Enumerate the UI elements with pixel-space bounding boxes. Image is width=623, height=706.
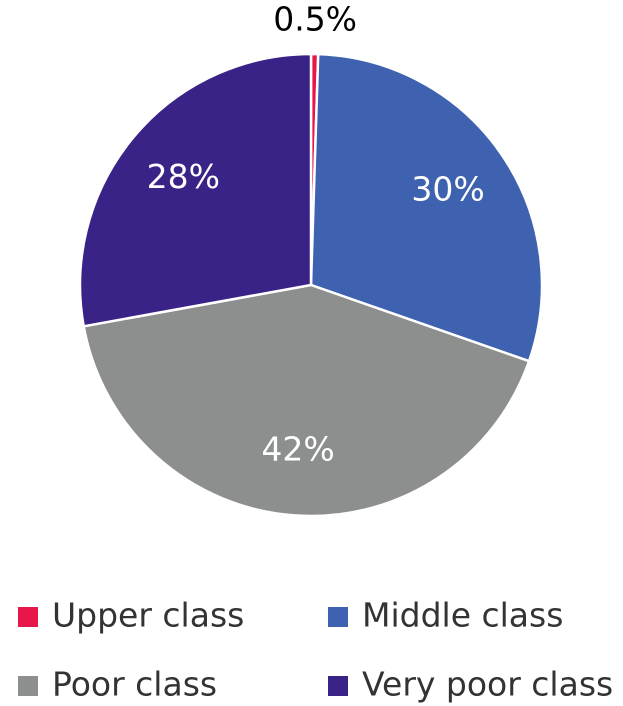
pie-slice xyxy=(309,52,544,363)
pie-slice xyxy=(78,52,313,328)
legend-label: Very poor class xyxy=(362,665,613,704)
data-label: 0.5% xyxy=(273,0,357,39)
legend-label: Upper class xyxy=(52,596,244,635)
data-label: 30% xyxy=(411,169,484,208)
legend-swatch xyxy=(328,676,348,696)
legend-swatch xyxy=(18,607,38,627)
legend-label: Poor class xyxy=(52,665,217,704)
data-label: 28% xyxy=(147,157,220,196)
legend-swatch xyxy=(328,607,348,627)
pie-slice xyxy=(82,283,531,518)
legend-label: Middle class xyxy=(362,596,563,635)
legend-swatch xyxy=(18,676,38,696)
data-label: 42% xyxy=(261,429,334,468)
